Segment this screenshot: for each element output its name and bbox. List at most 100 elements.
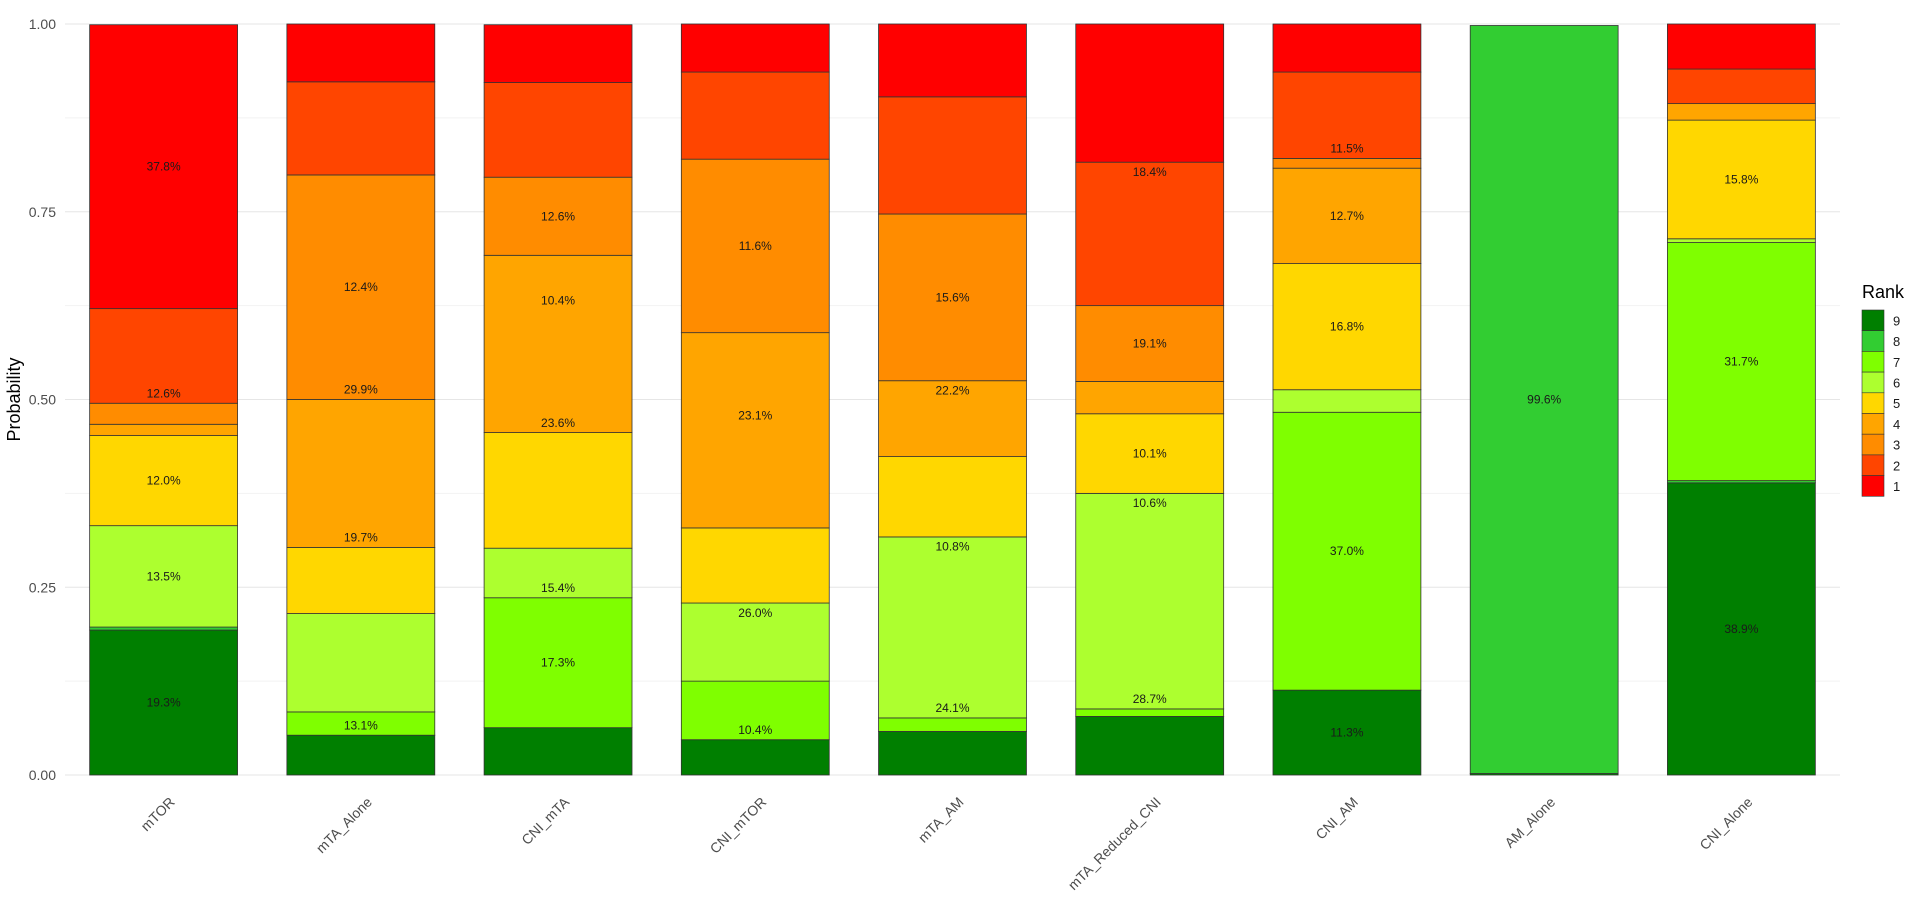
bar-segment-CNI_mTA-rank-2 <box>484 83 632 178</box>
legend-title: Rank <box>1862 282 1905 302</box>
data-label: 26.0% <box>738 606 772 620</box>
bar-segment-mTOR-rank-8 <box>90 627 238 630</box>
data-label: 28.7% <box>1133 692 1167 706</box>
bar-segment-CNI_mTA-rank-4 <box>484 255 632 432</box>
x-tick-label: mTOR <box>137 794 177 834</box>
data-label: 13.5% <box>147 569 181 583</box>
x-tick-label: CNI_mTOR <box>707 794 770 857</box>
legend: Rank 987654321 <box>1862 282 1905 496</box>
x-tick-label: AM_Alone <box>1501 794 1558 851</box>
bar-segment-mTA_Reduced_CNI-rank-9 <box>1076 716 1224 775</box>
bar-segment-mTA_AM-rank-7 <box>879 718 1027 732</box>
data-label: 19.1% <box>1133 337 1167 351</box>
data-label: 18.4% <box>1133 165 1167 179</box>
data-label: 23.6% <box>541 416 575 430</box>
bar-segment-mTA_AM-rank-6 <box>879 537 1027 718</box>
y-axis: 0.00 0.25 0.50 0.75 1.00 <box>29 16 56 783</box>
bar-segment-mTA_AM-rank-5 <box>879 457 1027 537</box>
data-label: 19.3% <box>147 696 181 710</box>
bar-segment-mTA_Alone-rank-1 <box>287 24 435 82</box>
x-tick-label: mTA_Alone <box>313 794 375 856</box>
bar-segment-CNI_Alone-rank-4 <box>1667 104 1815 121</box>
y-tick-label: 0.00 <box>29 767 56 783</box>
bar-segment-CNI_Alone-rank-1 <box>1667 24 1815 69</box>
data-label: 16.8% <box>1330 320 1364 334</box>
bar-segment-CNI_mTOR-rank-5 <box>681 528 829 603</box>
x-axis: mTOR mTA_Alone CNI_mTA CNI_mTOR mTA_AM mTA_Re… <box>137 793 1755 893</box>
data-label: 17.3% <box>541 656 575 670</box>
legend-label: 2 <box>1893 458 1900 473</box>
legend-label: 3 <box>1893 438 1900 453</box>
x-tick-label: mTA_Reduced_CNI <box>1065 794 1164 893</box>
data-label: 15.4% <box>541 581 575 595</box>
bar-segment-CNI_mTOR-rank-1 <box>681 24 829 72</box>
legend-label: 6 <box>1893 375 1900 390</box>
legend-key-rank-7 <box>1862 351 1884 372</box>
legend-label: 9 <box>1893 313 1900 328</box>
data-label: 37.0% <box>1330 544 1364 558</box>
legend-label: 5 <box>1893 396 1900 411</box>
bar-segment-mTA_AM-rank-2 <box>879 97 1027 214</box>
bar-segment-CNI_AM-rank-1 <box>1273 24 1421 72</box>
data-label: 15.6% <box>935 290 969 304</box>
x-tick-label: CNI_Alone <box>1696 794 1755 853</box>
bar-segment-mTA_Reduced_CNI-rank-7 <box>1076 709 1224 717</box>
data-label: 23.1% <box>738 408 772 422</box>
bar-segment-CNI_mTA-rank-5 <box>484 433 632 549</box>
data-label: 99.6% <box>1527 393 1561 407</box>
bar-segment-mTA_AM-rank-1 <box>879 24 1027 97</box>
data-label: 11.6% <box>739 239 772 253</box>
bar-segment-CNI_mTA-rank-1 <box>484 25 632 83</box>
y-tick-label: 0.50 <box>29 392 56 408</box>
x-tick-label: mTA_AM <box>915 794 967 846</box>
bar-segment-mTOR-rank-3 <box>90 403 238 424</box>
legend-key-rank-9 <box>1862 310 1884 331</box>
data-label: 19.7% <box>344 531 378 545</box>
y-axis-label: Probability <box>4 357 24 441</box>
legend-key-rank-2 <box>1862 455 1884 476</box>
legend-label: 7 <box>1893 355 1900 370</box>
bar-segment-CNI_mTOR-rank-4 <box>681 333 829 528</box>
data-label: 12.6% <box>541 209 575 223</box>
y-tick-label: 0.25 <box>29 579 56 595</box>
bar-segment-CNI_Alone-rank-6 <box>1667 239 1815 243</box>
y-tick-label: 1.00 <box>29 16 56 32</box>
bar-segment-CNI_mTOR-rank-2 <box>681 72 829 159</box>
data-label: 12.7% <box>1330 209 1364 223</box>
bar-segment-CNI_mTOR-rank-9 <box>681 740 829 775</box>
data-label: 29.9% <box>344 383 378 397</box>
data-label: 10.6% <box>1133 496 1167 510</box>
data-label: 11.3% <box>1330 726 1363 740</box>
bar-segment-mTA_Alone-rank-6 <box>287 614 435 712</box>
bar-segment-CNI_AM-rank-6 <box>1273 390 1421 413</box>
data-label: 10.1% <box>1133 447 1167 461</box>
bar-segment-mTA_Alone-rank-5 <box>287 547 435 613</box>
data-label: 31.7% <box>1724 355 1758 369</box>
data-label: 13.1% <box>344 718 378 732</box>
bar-segment-mTA_Alone-rank-2 <box>287 82 435 175</box>
y-tick-label: 0.75 <box>29 204 56 220</box>
legend-key-rank-4 <box>1862 414 1884 435</box>
legend-key-rank-6 <box>1862 372 1884 393</box>
legend-key-rank-1 <box>1862 476 1884 497</box>
data-label: 24.1% <box>935 701 969 715</box>
bar-segment-CNI_mTA-rank-9 <box>484 728 632 775</box>
bar-segment-mTA_Reduced_CNI-rank-1 <box>1076 24 1224 162</box>
bar-segment-mTA_Reduced_CNI-rank-2 <box>1076 162 1224 305</box>
data-label: 10.8% <box>935 540 969 554</box>
legend-label: 8 <box>1893 334 1900 349</box>
legend-key-rank-5 <box>1862 393 1884 414</box>
bar-segment-mTA_Reduced_CNI-rank-6 <box>1076 493 1224 709</box>
legend-key-rank-8 <box>1862 331 1884 352</box>
stacked-bar-chart: 0.00 0.25 0.50 0.75 1.00 Probability 19.3% 13… <box>0 0 1915 920</box>
data-label: 38.9% <box>1724 622 1758 636</box>
data-label: 22.2% <box>935 383 969 397</box>
legend-label: 4 <box>1893 417 1900 432</box>
data-label: 12.4% <box>344 280 378 294</box>
data-label: 12.6% <box>147 386 181 400</box>
data-label: 10.4% <box>738 723 772 737</box>
data-label: 12.0% <box>147 474 181 488</box>
data-label: 11.5% <box>1330 142 1363 156</box>
bar-segment-mTOR-rank-4 <box>90 424 238 435</box>
x-tick-label: CNI_mTA <box>518 793 572 847</box>
